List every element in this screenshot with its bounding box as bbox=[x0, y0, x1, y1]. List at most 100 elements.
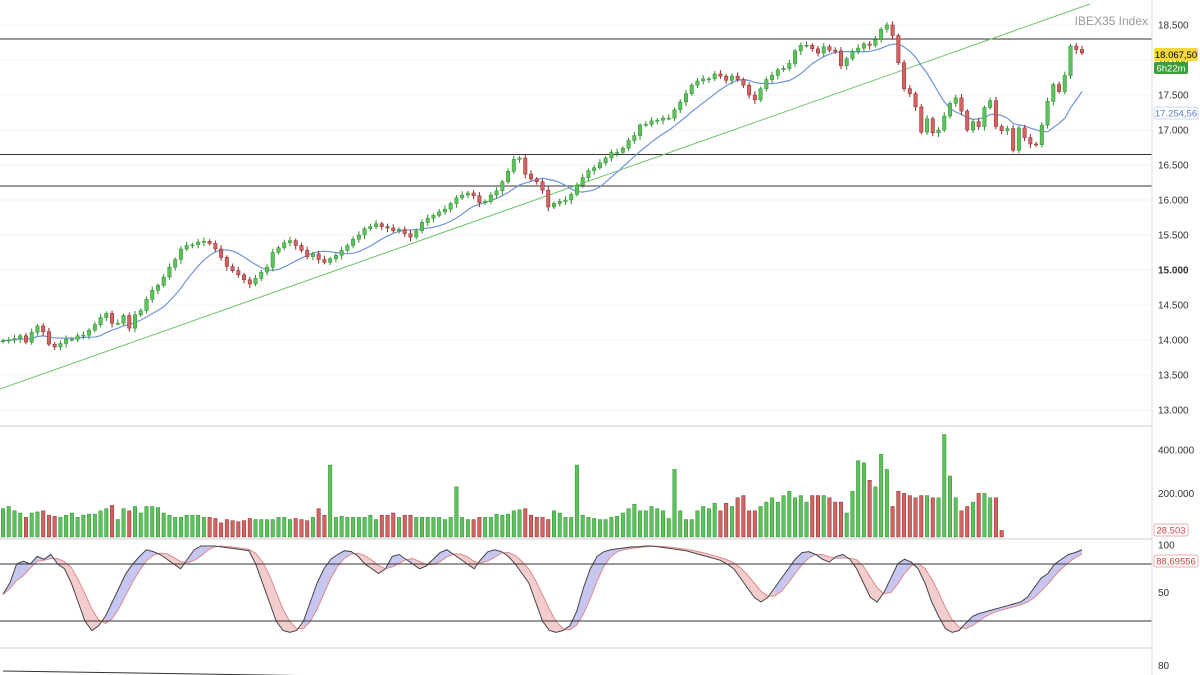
candle-body bbox=[580, 177, 585, 186]
candle-body bbox=[758, 88, 763, 101]
stoch-tick-label: 50 bbox=[1158, 588, 1170, 599]
stochastic-fill bbox=[754, 583, 762, 602]
volume-bar bbox=[948, 475, 952, 538]
candle-body bbox=[276, 247, 281, 253]
volume-bar bbox=[729, 506, 734, 538]
volume-bar bbox=[196, 514, 201, 538]
candle-body bbox=[666, 117, 671, 120]
volume-bar bbox=[167, 514, 172, 538]
volume-bar bbox=[546, 519, 551, 538]
volume-bar bbox=[339, 516, 344, 538]
volume-bar bbox=[695, 510, 700, 538]
candle-body bbox=[408, 233, 413, 238]
volume-bar bbox=[322, 514, 327, 538]
candle-body bbox=[506, 171, 511, 183]
volume-bar bbox=[838, 501, 843, 538]
candle-body bbox=[1005, 128, 1010, 131]
candle-body bbox=[1062, 75, 1067, 92]
candle-body bbox=[29, 332, 34, 343]
volume-bar bbox=[247, 518, 252, 538]
candle-body bbox=[833, 49, 838, 52]
volume-bar bbox=[351, 517, 356, 538]
ma-value: 17.254,56 bbox=[1155, 109, 1197, 120]
candle-body bbox=[127, 315, 132, 329]
candle-body bbox=[563, 199, 568, 202]
candle-body bbox=[230, 266, 235, 271]
stochastic-fill bbox=[71, 567, 79, 602]
candle-body bbox=[959, 97, 964, 112]
volume-bar bbox=[552, 510, 556, 538]
volume-bar bbox=[856, 460, 861, 538]
volume-bar bbox=[775, 501, 780, 538]
candle-body bbox=[1011, 128, 1016, 151]
stochastic-fill bbox=[740, 567, 748, 588]
volume-bar bbox=[414, 517, 419, 538]
candle-body bbox=[816, 48, 820, 54]
candle-body bbox=[810, 45, 815, 50]
volume-bar bbox=[368, 514, 373, 538]
price-tick-label: 15.500 bbox=[1158, 231, 1189, 242]
volume-bar bbox=[431, 517, 436, 538]
candle-body bbox=[775, 69, 780, 76]
volume-bar bbox=[574, 464, 579, 538]
candle-body bbox=[1039, 124, 1044, 145]
price-tick-label: 17.000 bbox=[1158, 126, 1189, 137]
candle-body bbox=[896, 35, 901, 64]
volume-bar bbox=[684, 519, 688, 538]
volume-bar bbox=[442, 519, 447, 538]
volume-bar bbox=[58, 517, 63, 538]
volume-bar bbox=[35, 511, 40, 538]
stochastic-fill bbox=[1013, 602, 1021, 607]
volume-bar bbox=[477, 517, 482, 538]
volume-bar bbox=[678, 510, 683, 538]
stochastic-fill bbox=[931, 578, 939, 617]
candle-body bbox=[287, 240, 292, 243]
volume-bar bbox=[230, 520, 235, 538]
stochastic-fill bbox=[337, 550, 345, 567]
volume-bar bbox=[632, 504, 637, 538]
stochastic-fill bbox=[597, 551, 604, 582]
candle-body bbox=[368, 226, 373, 229]
volume-bar bbox=[672, 469, 677, 538]
stochastic-fill bbox=[856, 559, 864, 583]
volume-bar bbox=[666, 518, 671, 538]
volume-bar bbox=[333, 517, 338, 538]
candle-body bbox=[414, 230, 419, 238]
volume-bar bbox=[12, 510, 17, 538]
stochastic-d-line bbox=[2, 545, 1083, 631]
volume-tick-label: 400.000 bbox=[1158, 445, 1195, 456]
candle-body bbox=[511, 159, 516, 172]
candle-body bbox=[672, 109, 677, 119]
stochastic-fill bbox=[993, 607, 1001, 613]
lower-indicator-line bbox=[2, 670, 298, 675]
volume-bar bbox=[752, 510, 757, 538]
candle-body bbox=[523, 157, 528, 175]
volume-bar bbox=[563, 517, 568, 538]
volume-bar bbox=[224, 519, 229, 538]
candle-body bbox=[890, 24, 895, 36]
volume-bar bbox=[81, 514, 86, 538]
stochastic-fill bbox=[317, 568, 324, 610]
candle-body bbox=[259, 271, 264, 279]
volume-bar bbox=[569, 517, 574, 538]
volume-bar bbox=[219, 522, 224, 538]
candle-body bbox=[69, 339, 74, 341]
candle-body bbox=[867, 43, 872, 46]
volume-bar bbox=[115, 519, 120, 538]
candle-body bbox=[569, 194, 574, 201]
volume-bar bbox=[741, 495, 746, 538]
candle-body bbox=[953, 97, 958, 104]
candle-body bbox=[695, 80, 700, 86]
stochastic-fill bbox=[870, 577, 878, 602]
stoch-tick-label: 100 bbox=[1158, 541, 1175, 552]
stochastic-fill bbox=[802, 551, 809, 565]
candle-body bbox=[236, 270, 241, 276]
volume-bar bbox=[98, 510, 103, 538]
candle-body bbox=[930, 118, 935, 134]
stochastic-fill bbox=[146, 549, 154, 561]
candle-body bbox=[224, 257, 229, 267]
volume-bar bbox=[150, 506, 155, 538]
volume-bar bbox=[884, 469, 889, 538]
stochastic-fill bbox=[323, 559, 331, 594]
volume-bar bbox=[913, 497, 918, 538]
